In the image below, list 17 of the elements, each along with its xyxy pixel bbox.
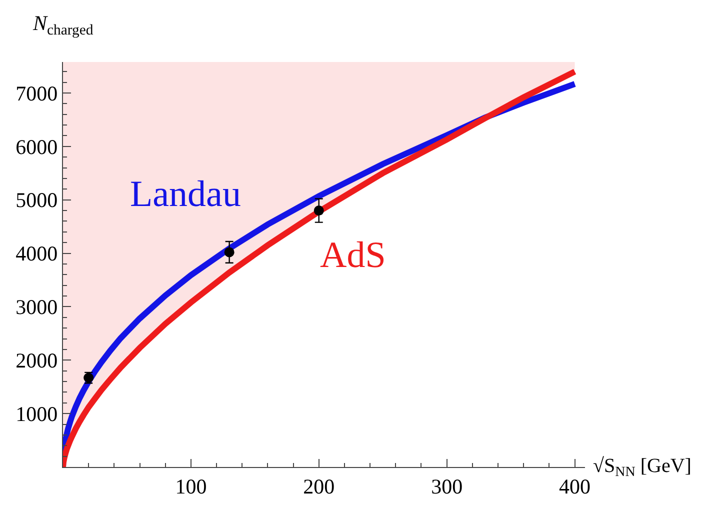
y-tick-label: 1000 xyxy=(16,402,58,426)
series-label: AdS xyxy=(320,235,386,276)
x-tick-label: 300 xyxy=(431,474,463,498)
point xyxy=(314,206,324,216)
y-tick-label: 6000 xyxy=(16,134,58,159)
y-tick-label: 5000 xyxy=(16,188,58,212)
x-tick-label: 100 xyxy=(175,474,207,498)
x-tick-label: 400 xyxy=(559,474,591,498)
series-label: Landau xyxy=(130,174,241,215)
x-axis-title: √S$_{NN}$ [GeV] xyxy=(593,455,692,480)
x-tick-label: 200 xyxy=(303,474,335,498)
y-tick-label: 3000 xyxy=(16,295,58,320)
y-tick-label: 2000 xyxy=(16,348,58,372)
y-tick-label: 4000 xyxy=(16,242,58,266)
y-axis-title: N$_{charged}$ xyxy=(32,11,94,38)
point xyxy=(224,247,234,258)
y-tick-label: 7000 xyxy=(16,81,58,106)
